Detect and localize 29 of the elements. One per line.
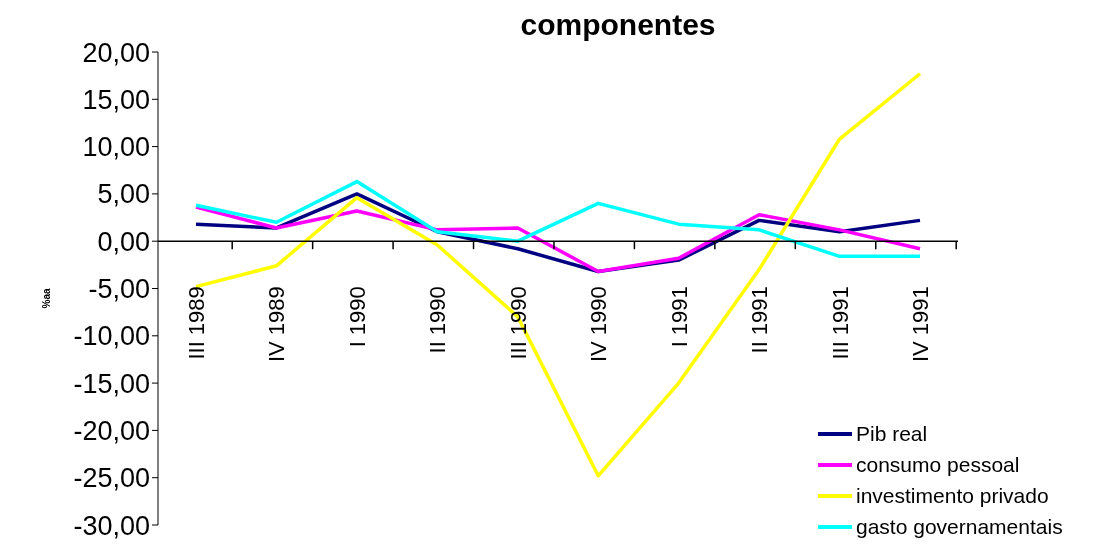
y-tick-label: -10,00 xyxy=(73,321,150,352)
x-tick-label: II 1990 xyxy=(425,286,451,354)
x-tick-label: IV 1989 xyxy=(264,286,290,363)
y-tick-label: 5,00 xyxy=(97,179,150,210)
y-axis-title: %aa xyxy=(40,288,52,309)
line-series xyxy=(194,179,922,259)
y-tick-label: -5,00 xyxy=(88,274,150,305)
x-tick-label: I 1991 xyxy=(666,286,692,348)
y-tick-label: 20,00 xyxy=(82,37,150,68)
y-tick-label: -15,00 xyxy=(73,368,150,399)
x-tick-label: III 1991 xyxy=(827,286,853,360)
line-series xyxy=(194,205,922,274)
legend-label: investimento privado xyxy=(856,483,1049,509)
y-tick-label: -20,00 xyxy=(73,415,150,446)
y-tick-label: -30,00 xyxy=(73,510,150,541)
x-tick-label: II 1991 xyxy=(747,286,773,354)
x-tick-label: IV 1990 xyxy=(586,286,612,363)
y-tick-label: 0,00 xyxy=(97,226,150,257)
legend-label: gasto governamentais xyxy=(856,514,1063,540)
y-tick-label: 15,00 xyxy=(82,84,150,115)
y-tick-label: 10,00 xyxy=(82,132,150,163)
chart-title: componentes xyxy=(520,8,716,41)
x-tick-label: IV 1991 xyxy=(908,286,933,363)
x-tick-label: I 1990 xyxy=(344,286,370,348)
x-tick-label: III 1990 xyxy=(505,286,531,360)
legend-label: consumo pessoal xyxy=(856,452,1020,478)
x-tick-label: III 1989 xyxy=(184,286,209,360)
legend-label: Pib real xyxy=(856,421,928,447)
y-tick-label: -25,00 xyxy=(73,463,150,494)
